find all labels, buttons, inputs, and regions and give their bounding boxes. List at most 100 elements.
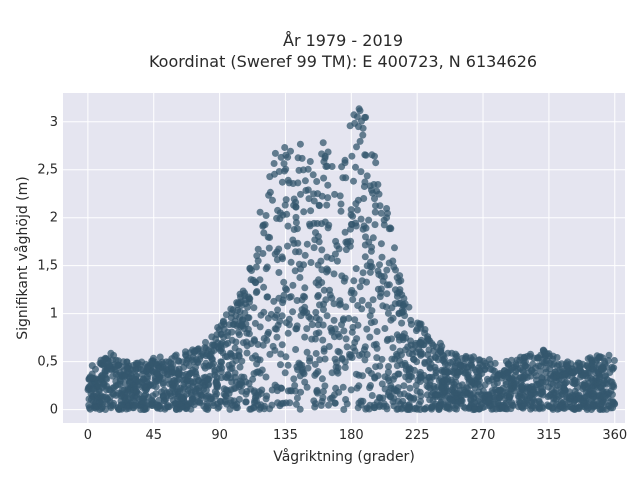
scatter-point xyxy=(378,253,386,261)
scatter-point xyxy=(109,384,117,392)
scatter-point xyxy=(264,330,272,338)
scatter-point xyxy=(410,394,418,402)
scatter-point xyxy=(342,335,350,343)
scatter-point xyxy=(400,382,408,390)
scatter-point xyxy=(148,396,156,404)
scatter-point xyxy=(252,263,260,271)
scatter-point xyxy=(186,370,193,378)
scatter-point xyxy=(358,277,366,285)
scatter-point xyxy=(446,359,454,366)
scatter-point xyxy=(323,201,331,209)
scatter-point xyxy=(516,364,524,372)
scatter-point xyxy=(342,396,350,403)
scatter-point xyxy=(277,350,285,358)
scatter-point xyxy=(352,265,360,273)
scatter-point xyxy=(214,324,222,331)
scatter-point xyxy=(282,353,290,361)
y-tick-label: 2 xyxy=(50,211,58,226)
scatter-point xyxy=(481,365,489,373)
scatter-point xyxy=(521,372,529,380)
scatter-point xyxy=(376,362,384,370)
scatter-point xyxy=(391,300,399,308)
scatter-point xyxy=(87,396,95,403)
scatter-point xyxy=(306,158,314,165)
scatter-point xyxy=(159,360,167,368)
scatter-point xyxy=(293,297,301,304)
scatter-point xyxy=(559,371,566,379)
scatter-point xyxy=(438,382,446,390)
scatter-point xyxy=(332,363,340,371)
scatter-point xyxy=(330,300,338,308)
scatter-point xyxy=(278,178,286,186)
scatter-point xyxy=(290,226,298,233)
scatter-point xyxy=(303,240,311,248)
scatter-point xyxy=(586,354,594,362)
scatter-point xyxy=(274,206,282,214)
scatter-point xyxy=(318,375,326,383)
scatter-point xyxy=(385,363,392,370)
scatter-point xyxy=(125,379,133,387)
scatter-point xyxy=(222,373,230,381)
scatter-point xyxy=(222,311,230,319)
scatter-point xyxy=(377,240,385,248)
scatter-point xyxy=(178,394,185,402)
scatter-point xyxy=(348,286,356,294)
scatter-point xyxy=(279,211,287,219)
scatter-point xyxy=(350,277,358,285)
scatter-point xyxy=(382,303,390,311)
scatter-point xyxy=(323,312,331,320)
scatter-point xyxy=(341,228,349,236)
scatter-point xyxy=(254,341,262,348)
scatter-point xyxy=(221,353,229,360)
scatter-point xyxy=(200,402,208,410)
scatter-point xyxy=(558,390,566,398)
scatter-point xyxy=(336,348,343,356)
scatter-point xyxy=(259,221,267,229)
scatter-point xyxy=(344,238,352,246)
scatter-point xyxy=(303,309,311,317)
scatter-point xyxy=(350,111,358,119)
scatter-point xyxy=(336,300,344,308)
scatter-point xyxy=(228,378,236,386)
x-tick-label: 135 xyxy=(273,428,298,443)
scatter-point xyxy=(337,207,345,215)
scatter-point xyxy=(296,274,304,281)
scatter-point xyxy=(178,403,185,411)
scatter-point xyxy=(367,258,374,266)
scatter-point xyxy=(266,173,274,181)
scatter-point xyxy=(588,389,596,397)
scatter-point xyxy=(320,174,328,182)
scatter-point xyxy=(356,283,364,291)
scatter-point xyxy=(319,394,327,402)
scatter-point xyxy=(89,385,97,393)
scatter-point xyxy=(301,251,309,259)
scatter-point xyxy=(451,390,458,398)
scatter-point xyxy=(99,393,107,401)
scatter-point xyxy=(214,343,222,351)
scatter-point xyxy=(608,391,616,399)
scatter-point xyxy=(236,290,244,298)
scatter-point xyxy=(242,398,250,406)
scatter-point xyxy=(354,302,362,309)
scatter-point xyxy=(137,406,145,413)
scatter-point xyxy=(306,354,314,362)
scatter-point xyxy=(183,356,191,364)
scatter-point xyxy=(351,316,359,324)
scatter-point xyxy=(424,335,432,343)
x-tick-label: 180 xyxy=(339,428,364,443)
scatter-point xyxy=(430,347,438,355)
scatter-point xyxy=(116,380,124,388)
scatter-point xyxy=(324,181,332,189)
scatter-point xyxy=(250,304,258,312)
y-tick-label: 3 xyxy=(50,115,58,130)
scatter-point xyxy=(313,220,321,227)
scatter-point xyxy=(303,348,311,356)
scatter-point xyxy=(338,354,346,362)
scatter-point xyxy=(303,325,311,333)
scatter-point xyxy=(272,325,280,333)
scatter-point xyxy=(530,389,538,397)
scatter-point xyxy=(352,222,360,230)
scatter-point xyxy=(363,404,371,412)
scatter-point xyxy=(359,131,367,139)
scatter-point xyxy=(284,387,292,395)
